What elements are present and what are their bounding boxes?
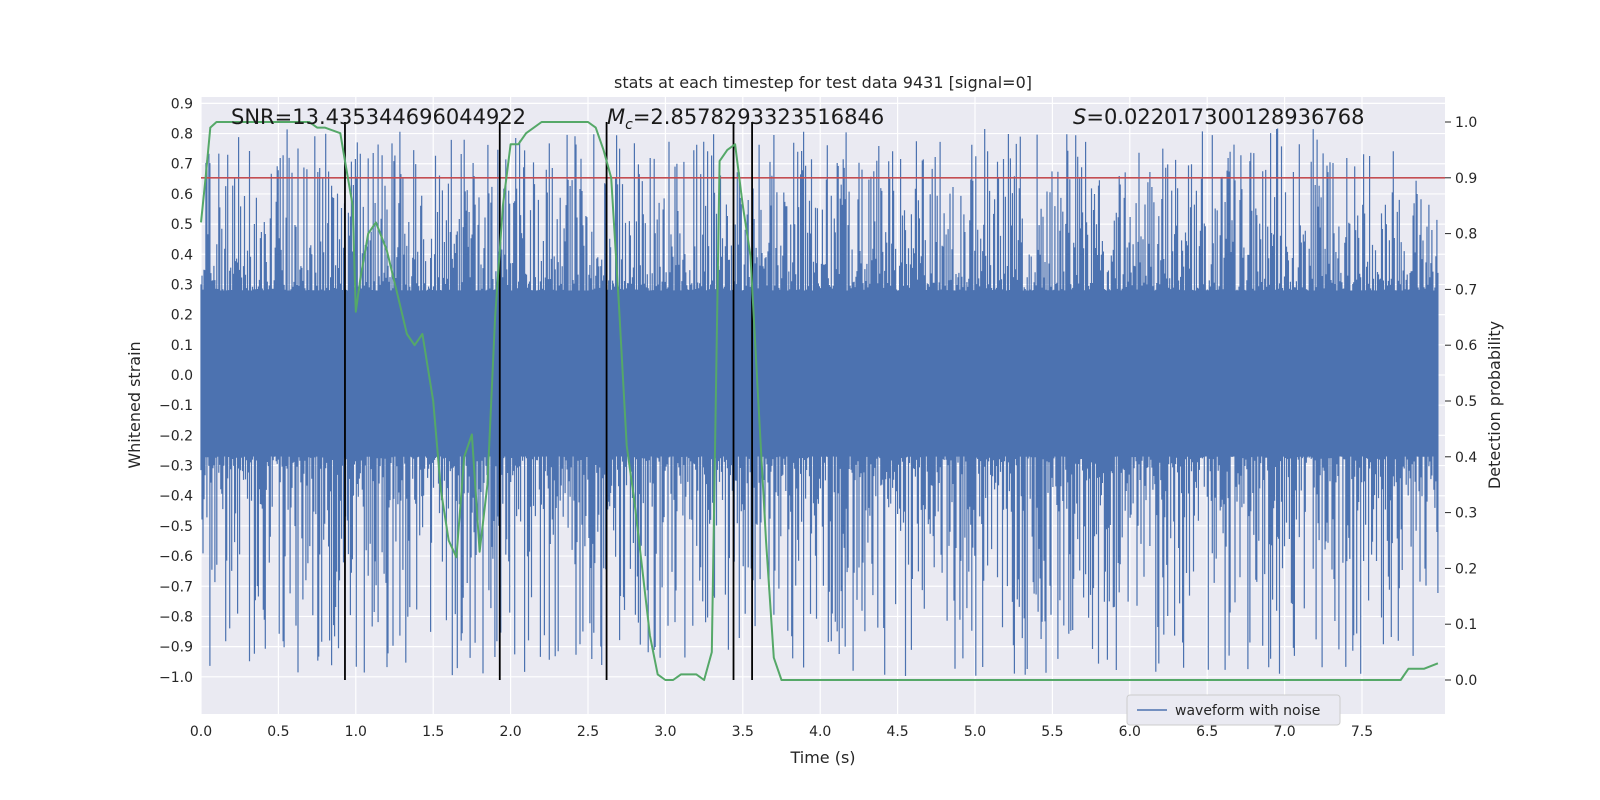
- y-axis-ticks: 0.9 0.8 0.7 0.6 0.5 0.4 0.3 0.2 0.1 0.0 −0.1 −0.2 −0…: [159, 96, 193, 685]
- y-tick-label: 0.2: [171, 308, 193, 324]
- y-tick-label: −0.1: [159, 398, 193, 414]
- y2-tick-label: 0.7: [1455, 282, 1477, 298]
- y2-tick-label: 0.4: [1455, 450, 1477, 466]
- y-tick-label: −0.3: [159, 459, 193, 475]
- x-tick-label: 7.0: [1273, 724, 1295, 740]
- y2-tick-label: 0.9: [1455, 171, 1477, 187]
- chirp-mass-subscript: c: [625, 117, 633, 133]
- x-tick-label: 5.5: [1041, 724, 1063, 740]
- x-tick-label: 0.5: [267, 724, 289, 740]
- x-tick-label: 4.5: [886, 724, 908, 740]
- x-tick-label: 7.5: [1351, 724, 1373, 740]
- y2-tick-label: 0.3: [1455, 506, 1477, 522]
- probability-series: [200, 121, 1439, 681]
- chirp-mass-value: =2.8578293323516846: [633, 105, 884, 129]
- vertical-markers: [344, 122, 753, 680]
- x-tick-label: 2.0: [499, 724, 521, 740]
- legend-label: waveform with noise: [1175, 703, 1320, 719]
- y-tick-label: 0.5: [171, 217, 193, 233]
- y2-tick-label: 1.0: [1455, 115, 1477, 131]
- y2-axis-ticks: 1.0 0.9 0.8 0.7 0.6 0.5 0.4 0.3 0.2 0.1 0.0: [1445, 115, 1477, 689]
- y-tick-label: −0.7: [159, 579, 193, 595]
- x-tick-label: 6.0: [1119, 724, 1141, 740]
- y-axis-label: Whitened strain: [125, 341, 144, 468]
- x-tick-label: 3.5: [732, 724, 754, 740]
- y-tick-label: −0.6: [159, 549, 193, 565]
- y2-tick-label: 0.0: [1455, 673, 1477, 689]
- y-tick-label: 0.6: [171, 187, 193, 203]
- y2-axis-label: Detection probability: [1485, 321, 1504, 489]
- y2-tick-label: 0.8: [1455, 227, 1477, 243]
- y-tick-label: 0.3: [171, 277, 193, 293]
- y-tick-label: −0.2: [159, 428, 193, 444]
- x-tick-label: 6.5: [1196, 724, 1218, 740]
- x-axis-ticks: 0.0 0.5 1.0 1.5 2.0 2.5 3.0 3.5 4.0 4.5 5.0 5.5 6.0 6…: [190, 724, 1373, 740]
- x-tick-label: 1.0: [345, 724, 367, 740]
- s-symbol: S: [1073, 105, 1086, 129]
- s-annotation: S=0.022017300128936768: [1073, 105, 1364, 129]
- y-tick-label: −0.8: [159, 609, 193, 625]
- y-tick-label: −1.0: [159, 670, 193, 686]
- chirp-mass-annotation: Mc=2.8578293323516846: [607, 105, 884, 133]
- x-tick-label: 4.0: [809, 724, 831, 740]
- snr-annotation: SNR=13.435344696044922: [231, 105, 526, 129]
- y2-tick-label: 0.1: [1455, 617, 1477, 633]
- waveform-series: [200, 128, 1439, 676]
- x-axis-label: Time (s): [789, 748, 855, 767]
- probability-line: [200, 121, 1439, 681]
- chart-title: stats at each timestep for test data 943…: [614, 73, 1032, 92]
- y2-tick-label: 0.6: [1455, 338, 1477, 354]
- y-tick-label: 0.9: [171, 96, 193, 112]
- x-tick-label: 1.5: [422, 724, 444, 740]
- x-tick-label: 3.0: [654, 724, 676, 740]
- x-tick-label: 5.0: [964, 724, 986, 740]
- legend: waveform with noise: [1126, 694, 1341, 726]
- x-tick-label: 0.0: [190, 724, 212, 740]
- y-tick-label: 0.4: [171, 247, 193, 263]
- y-tick-label: −0.5: [159, 519, 193, 535]
- chirp-mass-symbol: M: [607, 105, 625, 129]
- y-tick-label: −0.9: [159, 640, 193, 656]
- y-tick-label: 0.1: [171, 338, 193, 354]
- s-value: =0.022017300128936768: [1086, 105, 1364, 129]
- y-tick-label: −0.4: [159, 489, 193, 505]
- y-tick-label: 0.7: [171, 157, 193, 173]
- legend-box: [1126, 694, 1341, 726]
- y-tick-label: 0.8: [171, 127, 193, 143]
- y2-tick-label: 0.2: [1455, 561, 1477, 577]
- y-tick-label: 0.0: [171, 368, 193, 384]
- y2-tick-label: 0.5: [1455, 394, 1477, 410]
- x-tick-label: 2.5: [577, 724, 599, 740]
